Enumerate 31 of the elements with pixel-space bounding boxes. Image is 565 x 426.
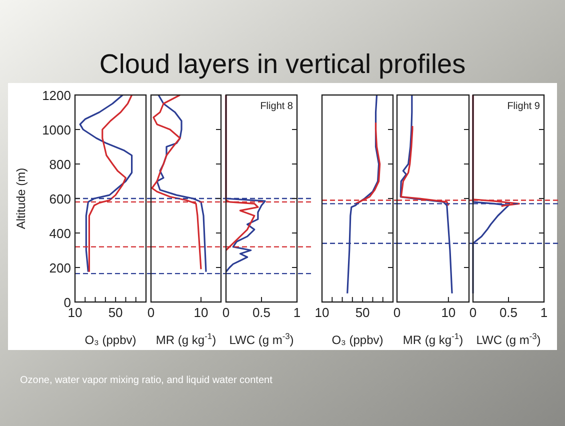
x-tick-label: 1: [293, 305, 301, 320]
x-tick-label: 10: [194, 305, 208, 320]
x-tick-label: 50: [355, 305, 370, 320]
annotation: Flight 9: [507, 101, 540, 112]
x-axis-title: LWC (g m$^{-3}$): [229, 331, 294, 347]
y-tick-label: 1000: [42, 122, 71, 138]
x-tick-label: 1: [540, 305, 548, 320]
x-tick-label: 10: [441, 305, 456, 320]
x-axis-title: O₃ (ppbv): [84, 333, 136, 347]
x-tick-label: 0: [469, 305, 477, 320]
x-tick-label: 0: [393, 305, 401, 320]
x-axis-title: MR (g kg$^{-1}$): [402, 331, 464, 347]
y-tick-label: 800: [49, 157, 71, 172]
x-tick-label: 10: [314, 305, 330, 320]
annotation: Flight 8: [260, 101, 294, 112]
x-axis-title: MR (g kg$^{-1}$): [156, 331, 216, 347]
x-axis-title: LWC (g m$^{-3}$): [476, 331, 541, 347]
y-tick-label: 1200: [42, 88, 71, 103]
y-axis-title: Altitude (m): [14, 168, 28, 230]
y-tick-label: 0: [64, 295, 71, 310]
text: Cloud layers in vertical profiles: [99, 49, 466, 79]
x-axis-title: O₃ (ppbv): [332, 333, 384, 347]
y-tick-label: 400: [49, 226, 71, 241]
y-tick-label: 600: [49, 192, 71, 206]
y-tick-label: 200: [49, 260, 71, 276]
text: Ozone, water vapor mixing ratio, and liquid water content: [20, 375, 273, 386]
x-tick-label: 0.5: [252, 305, 271, 320]
x-tick-label: 0.5: [499, 305, 518, 320]
x-tick-label: 50: [108, 305, 123, 320]
x-tick-label: 0: [147, 305, 155, 320]
x-tick-label: 0: [222, 305, 230, 320]
